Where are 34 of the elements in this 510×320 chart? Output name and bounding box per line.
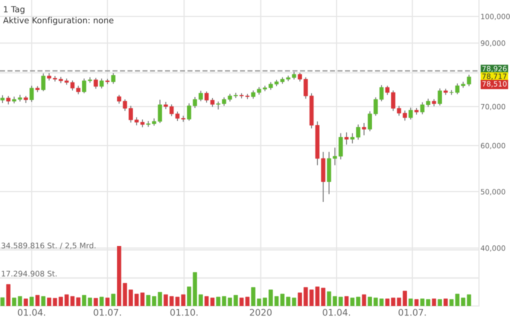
bar	[94, 298, 98, 306]
x-tick-label: 01.07.	[94, 308, 121, 316]
candlestick	[30, 85, 34, 102]
bar	[414, 299, 419, 306]
bar	[408, 298, 413, 306]
bar	[24, 298, 28, 306]
x-tick-label: 2020	[250, 308, 272, 316]
bar	[35, 294, 40, 306]
candlestick	[438, 88, 442, 106]
candlestick	[94, 77, 98, 90]
x-tick-label: 01.04.	[18, 308, 46, 316]
candlestick	[100, 78, 104, 89]
candlestick	[362, 122, 366, 136]
annotation: Aktive Konfiguration: none	[3, 16, 114, 25]
bar	[438, 299, 442, 306]
x-tick-label: 01.04.	[322, 308, 350, 316]
bar	[100, 296, 104, 306]
bar	[0, 297, 5, 306]
bar	[6, 284, 10, 306]
candlestick	[41, 73, 46, 92]
annotation: 1 Tag	[4, 6, 24, 14]
candlestick	[111, 72, 116, 84]
bar	[41, 296, 46, 306]
x-tick-label: 01.10.	[170, 308, 198, 316]
bar	[362, 294, 366, 306]
candlestick	[408, 107, 413, 120]
bar	[30, 296, 34, 306]
bar	[432, 298, 436, 306]
candlestick	[344, 132, 349, 146]
bar	[444, 298, 448, 306]
bar	[111, 294, 116, 306]
bar	[105, 298, 110, 306]
x-tick-label: 01.07.	[398, 308, 426, 316]
bar	[344, 296, 349, 306]
